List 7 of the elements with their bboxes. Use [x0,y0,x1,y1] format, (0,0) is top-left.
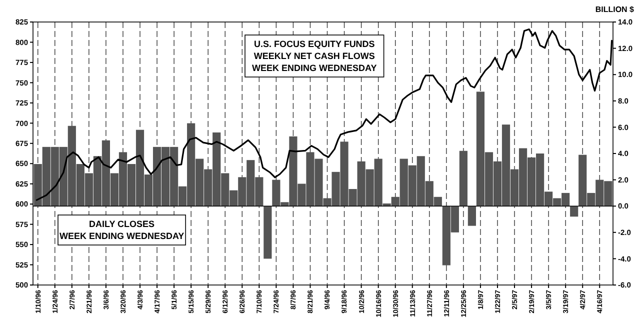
bar [570,206,578,217]
bar [468,206,476,226]
annotation: DAILY CLOSES WEEK ENDING WEDNESDAY [59,219,184,241]
y2-axis-title: BILLION $ [595,5,635,14]
bar [459,150,468,206]
annotation: U.S. FOCUS EQUITY FUNDS WEEKLY NET CASH FLOWS WEEK ENDING WEDNESDAY [252,39,377,73]
bar [264,206,272,259]
